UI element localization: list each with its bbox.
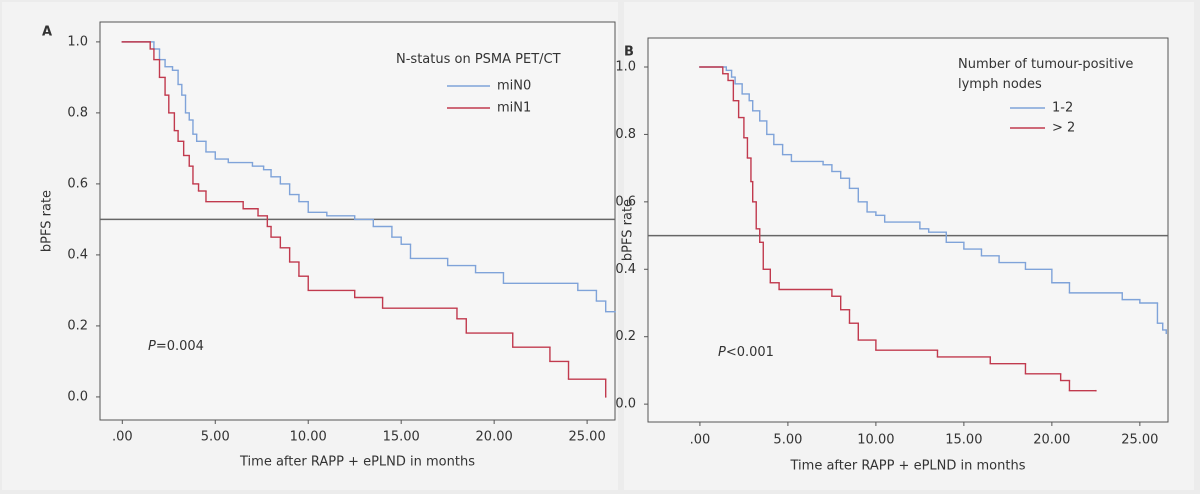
panel-label: B bbox=[624, 45, 634, 60]
y-axis-label: bPFS rate bbox=[40, 190, 55, 252]
survival-curve bbox=[699, 66, 1167, 335]
x-tick-label: 5.00 bbox=[773, 433, 802, 448]
p-value-text: =0.004 bbox=[156, 339, 204, 354]
p-value: P=0.004 bbox=[148, 339, 204, 354]
x-tick-label: .00 bbox=[112, 430, 133, 445]
y-tick-label: 1.0 bbox=[615, 59, 636, 74]
x-tick-label: 20.00 bbox=[476, 430, 513, 445]
x-tick-label: 10.00 bbox=[290, 430, 327, 445]
survival-curve bbox=[699, 66, 1097, 392]
y-tick-label: 0.4 bbox=[615, 262, 636, 277]
y-tick-label: 1.0 bbox=[67, 34, 88, 49]
legend-title: N-status on PSMA PET/CT bbox=[396, 52, 561, 67]
x-axis-label: Time after RAPP + ePLND in months bbox=[790, 459, 1026, 474]
y-tick-label: 0.6 bbox=[67, 176, 88, 191]
y-tick-label: 0.4 bbox=[67, 247, 88, 262]
x-tick-label: 15.00 bbox=[383, 430, 420, 445]
p-symbol: P bbox=[148, 339, 156, 354]
y-tick-label: 0.2 bbox=[67, 318, 88, 333]
x-tick-label: 20.00 bbox=[1033, 433, 1070, 448]
y-tick-label: 0.6 bbox=[615, 194, 636, 209]
survival-curve bbox=[121, 41, 607, 398]
p-value: P<0.001 bbox=[718, 345, 774, 360]
y-tick-label: 0.0 bbox=[615, 397, 636, 412]
x-tick-label: .00 bbox=[690, 433, 711, 448]
p-symbol: P bbox=[718, 345, 726, 360]
y-tick-label: 0.8 bbox=[615, 127, 636, 142]
x-tick-label: 25.00 bbox=[1121, 433, 1158, 448]
panel-label: A bbox=[42, 25, 52, 40]
x-tick-label: 5.00 bbox=[201, 430, 230, 445]
y-tick-label: 0.0 bbox=[67, 389, 88, 404]
legend-label: miN1 bbox=[497, 101, 531, 116]
y-tick-label: 0.2 bbox=[615, 329, 636, 344]
x-tick-label: 15.00 bbox=[945, 433, 982, 448]
legend-label: > 2 bbox=[1052, 121, 1075, 136]
plot-area bbox=[99, 21, 616, 421]
x-axis-label: Time after RAPP + ePLND in months bbox=[239, 455, 475, 470]
legend-label: 1-2 bbox=[1052, 101, 1073, 116]
y-axis-label: bPFS rate bbox=[621, 199, 636, 261]
legend-label: miN0 bbox=[497, 79, 531, 94]
y-tick-label: 0.8 bbox=[67, 105, 88, 120]
plot-area bbox=[647, 37, 1169, 423]
p-value-text: <0.001 bbox=[726, 345, 774, 360]
legend-title: Number of tumour-positive lymph nodes bbox=[958, 57, 1134, 92]
x-tick-label: 25.00 bbox=[569, 430, 606, 445]
x-tick-label: 10.00 bbox=[857, 433, 894, 448]
